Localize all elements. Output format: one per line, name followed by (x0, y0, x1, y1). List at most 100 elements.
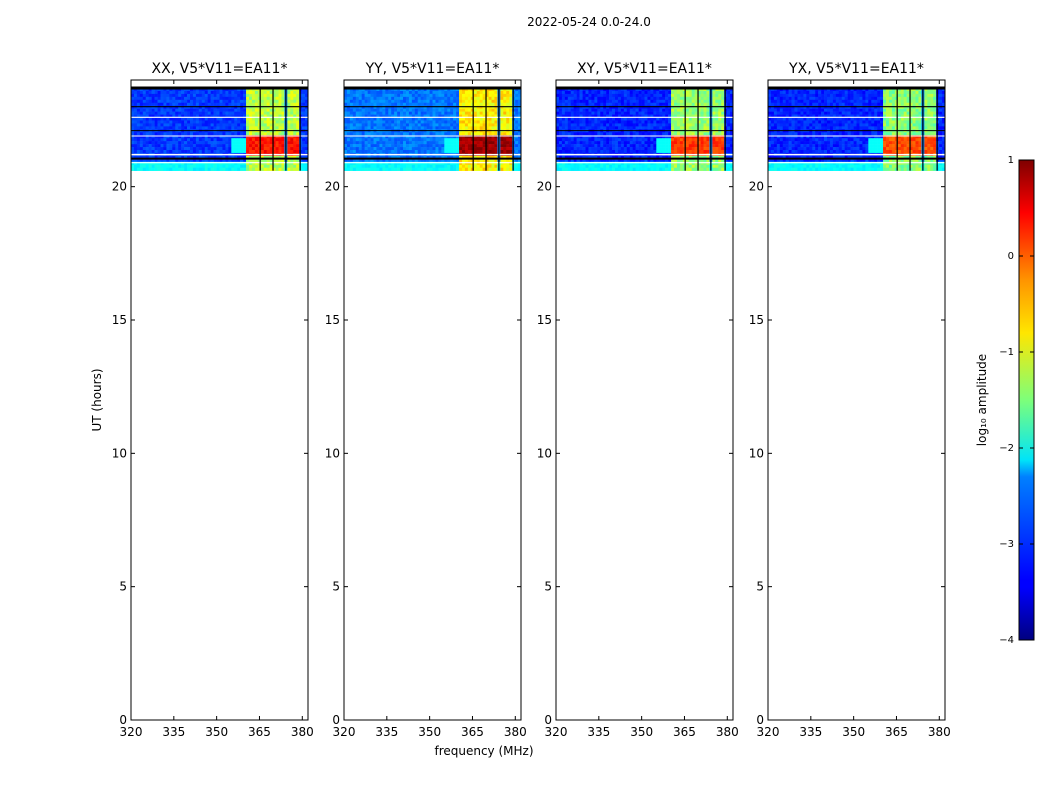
heatmap-cell (405, 150, 410, 154)
heatmap-cell (210, 108, 214, 112)
heatmap-cell (385, 155, 389, 160)
heatmap-cell (697, 108, 701, 112)
heatmap-cell (429, 147, 433, 151)
heatmap-cell (441, 144, 445, 148)
heatmap-cell (432, 167, 436, 171)
heatmap-cell (479, 150, 483, 154)
heatmap-cell (591, 96, 595, 101)
heatmap-cell (198, 150, 203, 154)
heatmap-cell (694, 96, 698, 101)
heatmap-cell (370, 93, 374, 98)
heatmap-cell (656, 99, 660, 104)
heatmap-cell (682, 144, 687, 148)
heatmap-cell (561, 147, 566, 151)
heatmap-cell (216, 117, 220, 121)
heatmap-cell (275, 150, 279, 154)
heatmap-cell (163, 158, 167, 163)
heatmap-cell (192, 117, 197, 121)
heatmap-cell (512, 123, 516, 127)
heatmap-cell (355, 114, 360, 118)
heatmap-cell (263, 144, 267, 148)
panel-title: XX, V5*V11=EA11* (152, 61, 288, 77)
heatmap-cell (730, 123, 734, 127)
heatmap-cell (665, 117, 669, 121)
heatmap-cell (257, 164, 262, 169)
heatmap-cell (278, 108, 282, 112)
heatmap-cell (160, 105, 164, 109)
heatmap-cell (570, 132, 574, 136)
heatmap-cell (260, 114, 265, 118)
heatmap-cell (275, 123, 279, 127)
heatmap-cell (656, 117, 660, 121)
heatmap-cell (391, 88, 395, 92)
heatmap-cell (293, 96, 297, 101)
heatmap-cell (181, 88, 185, 92)
heatmap-cell (588, 158, 592, 163)
heatmap-cell (620, 120, 625, 124)
heatmap-cell (429, 105, 433, 109)
heatmap-cell (222, 167, 226, 171)
heatmap-cell (400, 102, 404, 107)
heatmap-cell (225, 164, 229, 169)
heatmap-cell (169, 114, 173, 118)
heatmap-cell (712, 111, 716, 115)
heatmap-cell (142, 138, 147, 142)
heatmap-cell (650, 105, 654, 109)
heatmap-cell (370, 161, 374, 166)
heatmap-cell (287, 144, 291, 148)
heatmap-cell (414, 105, 419, 109)
heatmap-cell (210, 158, 214, 163)
heatmap-cell (257, 167, 262, 171)
heatmap-cell (237, 126, 241, 130)
heatmap-cell (632, 99, 636, 104)
heatmap-cell (464, 132, 469, 136)
heatmap-cell (438, 135, 442, 139)
heatmap-cell (706, 126, 710, 130)
heatmap-cell (712, 132, 716, 136)
heatmap-cell (432, 150, 436, 154)
heatmap-cell (432, 155, 436, 160)
heatmap-cell (558, 120, 563, 124)
heatmap-cell (302, 135, 306, 139)
heatmap-cell (169, 144, 173, 148)
heatmap-cell (260, 135, 265, 139)
heatmap-cell (585, 158, 589, 163)
heatmap-cell (441, 141, 445, 145)
heatmap-cell (296, 141, 300, 145)
heatmap-cell (163, 135, 167, 139)
heatmap-cell (243, 158, 247, 163)
heatmap-cell (370, 108, 374, 112)
heatmap-cell (512, 108, 516, 112)
heatmap-cell (423, 132, 427, 136)
heatmap-cell (246, 111, 250, 115)
heatmap-cell (379, 93, 383, 98)
heatmap-cell (210, 164, 214, 169)
heatmap-cell (500, 105, 504, 109)
heatmap-cell (668, 105, 672, 109)
heatmap-cell (453, 144, 457, 148)
heatmap-cell (467, 99, 472, 104)
heatmap-cell (166, 108, 170, 112)
heatmap-cell (213, 158, 217, 163)
heatmap-cell (344, 144, 348, 148)
heatmap-cell (582, 144, 586, 148)
heatmap-cell (653, 90, 657, 95)
heatmap-cell (650, 141, 654, 145)
heatmap-cell (429, 135, 433, 139)
heatmap-cell (450, 96, 454, 101)
heatmap-cell (644, 132, 648, 136)
heatmap-cell (467, 150, 472, 154)
heatmap-cell (488, 161, 492, 166)
heatmap-cell (145, 167, 149, 171)
heatmap-cell (260, 93, 265, 98)
heatmap-cell (456, 132, 460, 136)
heatmap-cell (712, 135, 716, 139)
heatmap-cell (216, 123, 220, 127)
heatmap-cell (585, 108, 589, 112)
heatmap-cell (213, 141, 217, 145)
heatmap-cell (234, 93, 238, 98)
heatmap-cell (659, 138, 663, 142)
heatmap-cell (423, 167, 427, 171)
heatmap-cell (388, 105, 392, 109)
heatmap-cell (240, 111, 244, 115)
